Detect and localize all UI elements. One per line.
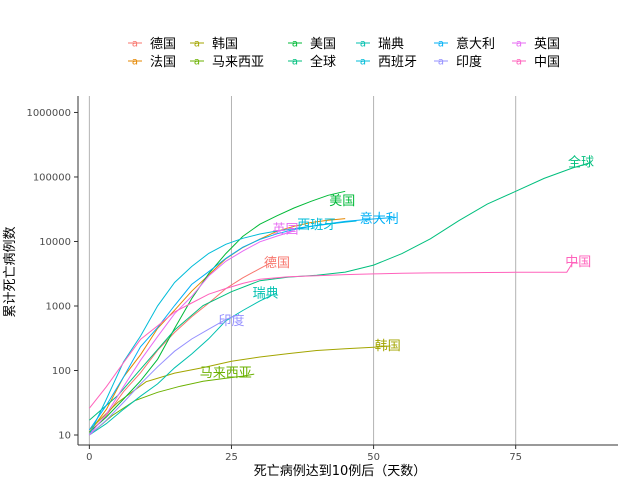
legend-key-glyph: a [292,57,298,68]
series-line-6 [89,292,278,436]
legend-label: 德国 [150,37,176,52]
series-line-0 [89,262,272,433]
legend-item: a 马来西亚 [190,55,264,70]
legend-item: a 德国 [128,37,176,52]
legend-key-glyph: a [292,39,298,50]
legend-item: a 韩国 [190,37,238,52]
legend-item: a 瑞典 [356,37,404,52]
series-line-1 [88,218,346,433]
legend-item: a 中国 [512,55,560,70]
series-label: 马来西亚 [200,366,252,381]
legend-key-glyph: a [194,57,200,68]
y-tick-label: 10000 [39,237,71,248]
axes: 0 25 50 75 10 100 1000 10000 100000 1000000 [26,96,618,463]
series-line-4 [89,190,346,433]
y-axis-title: 累计死亡病例数 [3,226,18,317]
grid [88,96,517,445]
legend-item: a 英国 [512,37,560,52]
series-label: 印度 [218,313,244,329]
legend-item: a 法国 [128,55,176,70]
legend-item: a 印度 [434,54,482,70]
series-label: 英国 [272,222,298,237]
y-tick-label: 1000000 [26,108,71,119]
legend-key-glyph: a [194,39,200,50]
x-tick-label: 50 [367,452,380,463]
legend-item: a 全球 [288,54,336,70]
series-label: 德国 [264,256,290,271]
legend-label: 中国 [534,55,560,70]
series-label: 美国 [329,194,355,209]
series-label: 中国 [565,255,591,270]
x-axis-title: 死亡病例达到10例后（天数） [254,464,427,479]
legend-label: 全球 [310,54,336,70]
y-tick-label: 10 [58,431,71,442]
legend-label: 法国 [150,55,176,70]
legend-key-glyph: a [360,57,366,68]
series-line-9 [89,314,238,436]
series-line-3 [89,373,255,436]
legend-label: 韩国 [212,37,238,52]
series-label: 瑞典 [253,286,279,301]
series-label: 全球 [568,154,594,170]
x-tick-label: 25 [225,452,238,463]
legend: a 德国 a 法国 a 韩国 a 马来西亚 a 美国 a 全球 a 瑞典 a 西班牙 a 意大利 a 印度 a 英国 a 中国 [128,36,560,70]
legend-label: 意大利 [456,36,495,52]
legend-item: a 美国 [288,37,336,52]
legend-key-glyph: a [516,57,522,68]
series-line-5 [89,162,590,421]
legend-label: 西班牙 [378,55,417,70]
legend-key-glyph: a [438,57,444,68]
series-line-11 [89,262,579,409]
legend-key-glyph: a [516,39,522,50]
y-tick-label: 1000 [46,301,71,312]
x-tick-label: 75 [509,452,522,463]
legend-key-glyph: a [438,39,444,50]
series-label: 韩国 [375,339,401,354]
series-line-8 [88,216,397,431]
legend-label: 瑞典 [378,37,404,52]
legend-label: 印度 [456,54,482,70]
y-tick-label: 100 [52,366,71,377]
legend-key-glyph: a [132,57,138,68]
series-line-10 [89,230,295,436]
series-label: 意大利 [360,211,399,227]
legend-key-glyph: a [132,39,138,50]
legend-label: 英国 [534,37,560,52]
legend-label: 美国 [310,37,336,52]
series-label: 西班牙 [297,218,336,233]
legend-item: a 西班牙 [356,55,417,70]
y-tick-label: 100000 [33,172,71,183]
x-tick-label: 0 [86,452,92,463]
legend-item: a 意大利 [434,36,495,52]
series-line-2 [89,345,391,431]
legend-label: 马来西亚 [212,55,264,70]
legend-key-glyph: a [360,39,366,50]
